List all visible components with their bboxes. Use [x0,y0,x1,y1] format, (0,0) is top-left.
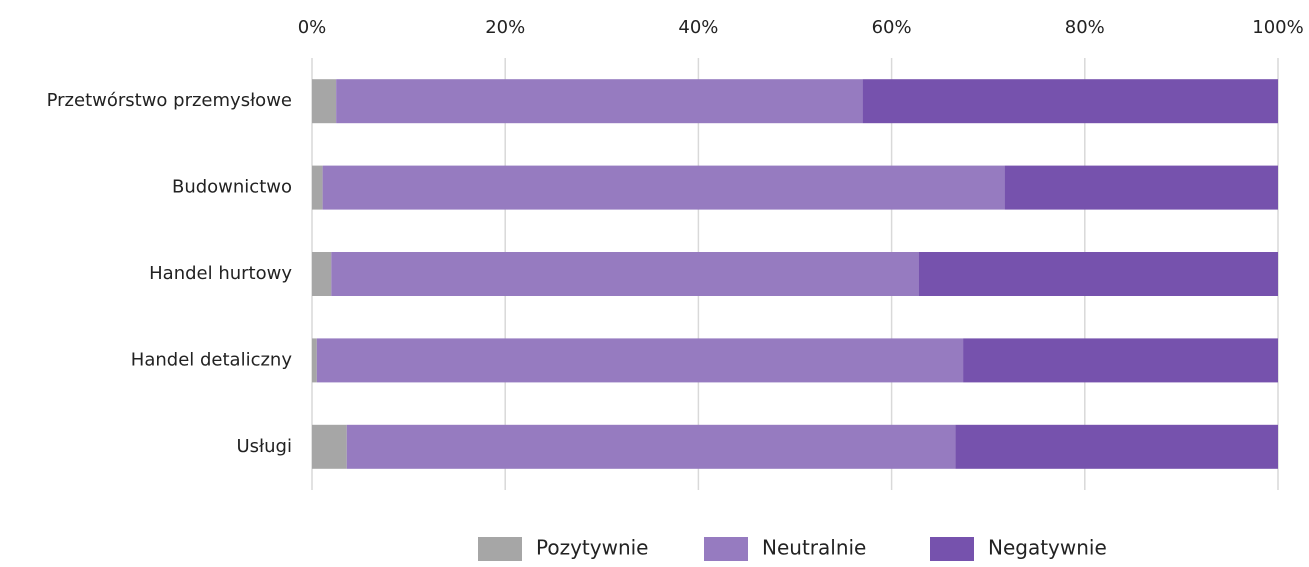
legend-label: Negatywnie [988,536,1107,560]
legend-label: Neutralnie [762,536,866,560]
bar-segment [322,165,1005,210]
y-tick-label: Przetwórstwo przemysłowe [47,90,292,111]
x-tick-label: 0% [298,17,327,38]
bar-segment [955,424,1278,469]
x-tick-label: 60% [872,17,912,38]
y-tick-label: Handel hurtowy [149,263,292,284]
bar-segment [316,338,964,383]
bar-segment [963,338,1278,383]
bar-segment [312,79,337,124]
bar-segment [312,252,332,296]
bar-segment [862,79,1278,124]
legend-swatch [478,537,522,561]
bar-segment [346,424,956,469]
legend-label: Pozytywnie [536,536,649,560]
legend-swatch [930,537,974,561]
y-tick-label: Budownictwo [172,177,292,198]
x-tick-label: 100% [1252,17,1303,38]
y-tick-label: Handel detaliczny [131,349,293,370]
y-tick-label: Usługi [236,436,292,457]
legend-swatch [704,537,748,561]
bar-segment [331,252,919,296]
bar-segment [312,338,317,383]
bar-segment [1004,165,1278,210]
x-tick-label: 40% [678,17,718,38]
bar-segment [312,165,323,210]
bar-segment [312,424,347,469]
x-tick-label: 80% [1065,17,1105,38]
x-tick-label: 20% [485,17,525,38]
bar-segment [336,79,863,124]
bar-segment [918,252,1278,296]
